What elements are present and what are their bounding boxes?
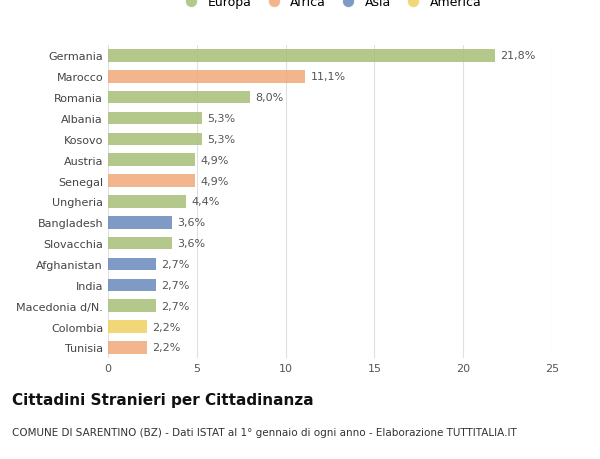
Bar — [108, 217, 172, 229]
Text: 21,8%: 21,8% — [500, 51, 536, 62]
Text: 2,7%: 2,7% — [161, 301, 190, 311]
Text: 3,6%: 3,6% — [177, 239, 205, 249]
Bar — [108, 71, 305, 84]
Bar — [108, 133, 202, 146]
Text: 2,7%: 2,7% — [161, 259, 190, 269]
Text: 2,2%: 2,2% — [152, 342, 181, 353]
Bar — [108, 300, 156, 312]
Bar — [108, 50, 495, 62]
Bar — [108, 258, 156, 271]
Text: 11,1%: 11,1% — [310, 72, 346, 82]
Text: Cittadini Stranieri per Cittadinanza: Cittadini Stranieri per Cittadinanza — [12, 392, 314, 408]
Text: 8,0%: 8,0% — [256, 93, 284, 103]
Text: 4,9%: 4,9% — [200, 155, 229, 165]
Text: 4,4%: 4,4% — [191, 197, 220, 207]
Bar — [108, 112, 202, 125]
Bar — [108, 279, 156, 291]
Text: 3,6%: 3,6% — [177, 218, 205, 228]
Text: 5,3%: 5,3% — [208, 114, 236, 124]
Bar — [108, 341, 147, 354]
Text: 5,3%: 5,3% — [208, 134, 236, 145]
Text: 2,2%: 2,2% — [152, 322, 181, 332]
Bar — [108, 154, 195, 167]
Bar — [108, 175, 195, 187]
Bar — [108, 237, 172, 250]
Bar — [108, 320, 147, 333]
Text: 2,7%: 2,7% — [161, 280, 190, 290]
Legend: Europa, Africa, Asia, America: Europa, Africa, Asia, America — [179, 0, 481, 9]
Text: COMUNE DI SARENTINO (BZ) - Dati ISTAT al 1° gennaio di ogni anno - Elaborazione : COMUNE DI SARENTINO (BZ) - Dati ISTAT al… — [12, 427, 517, 437]
Bar — [108, 92, 250, 104]
Bar — [108, 196, 186, 208]
Text: 4,9%: 4,9% — [200, 176, 229, 186]
